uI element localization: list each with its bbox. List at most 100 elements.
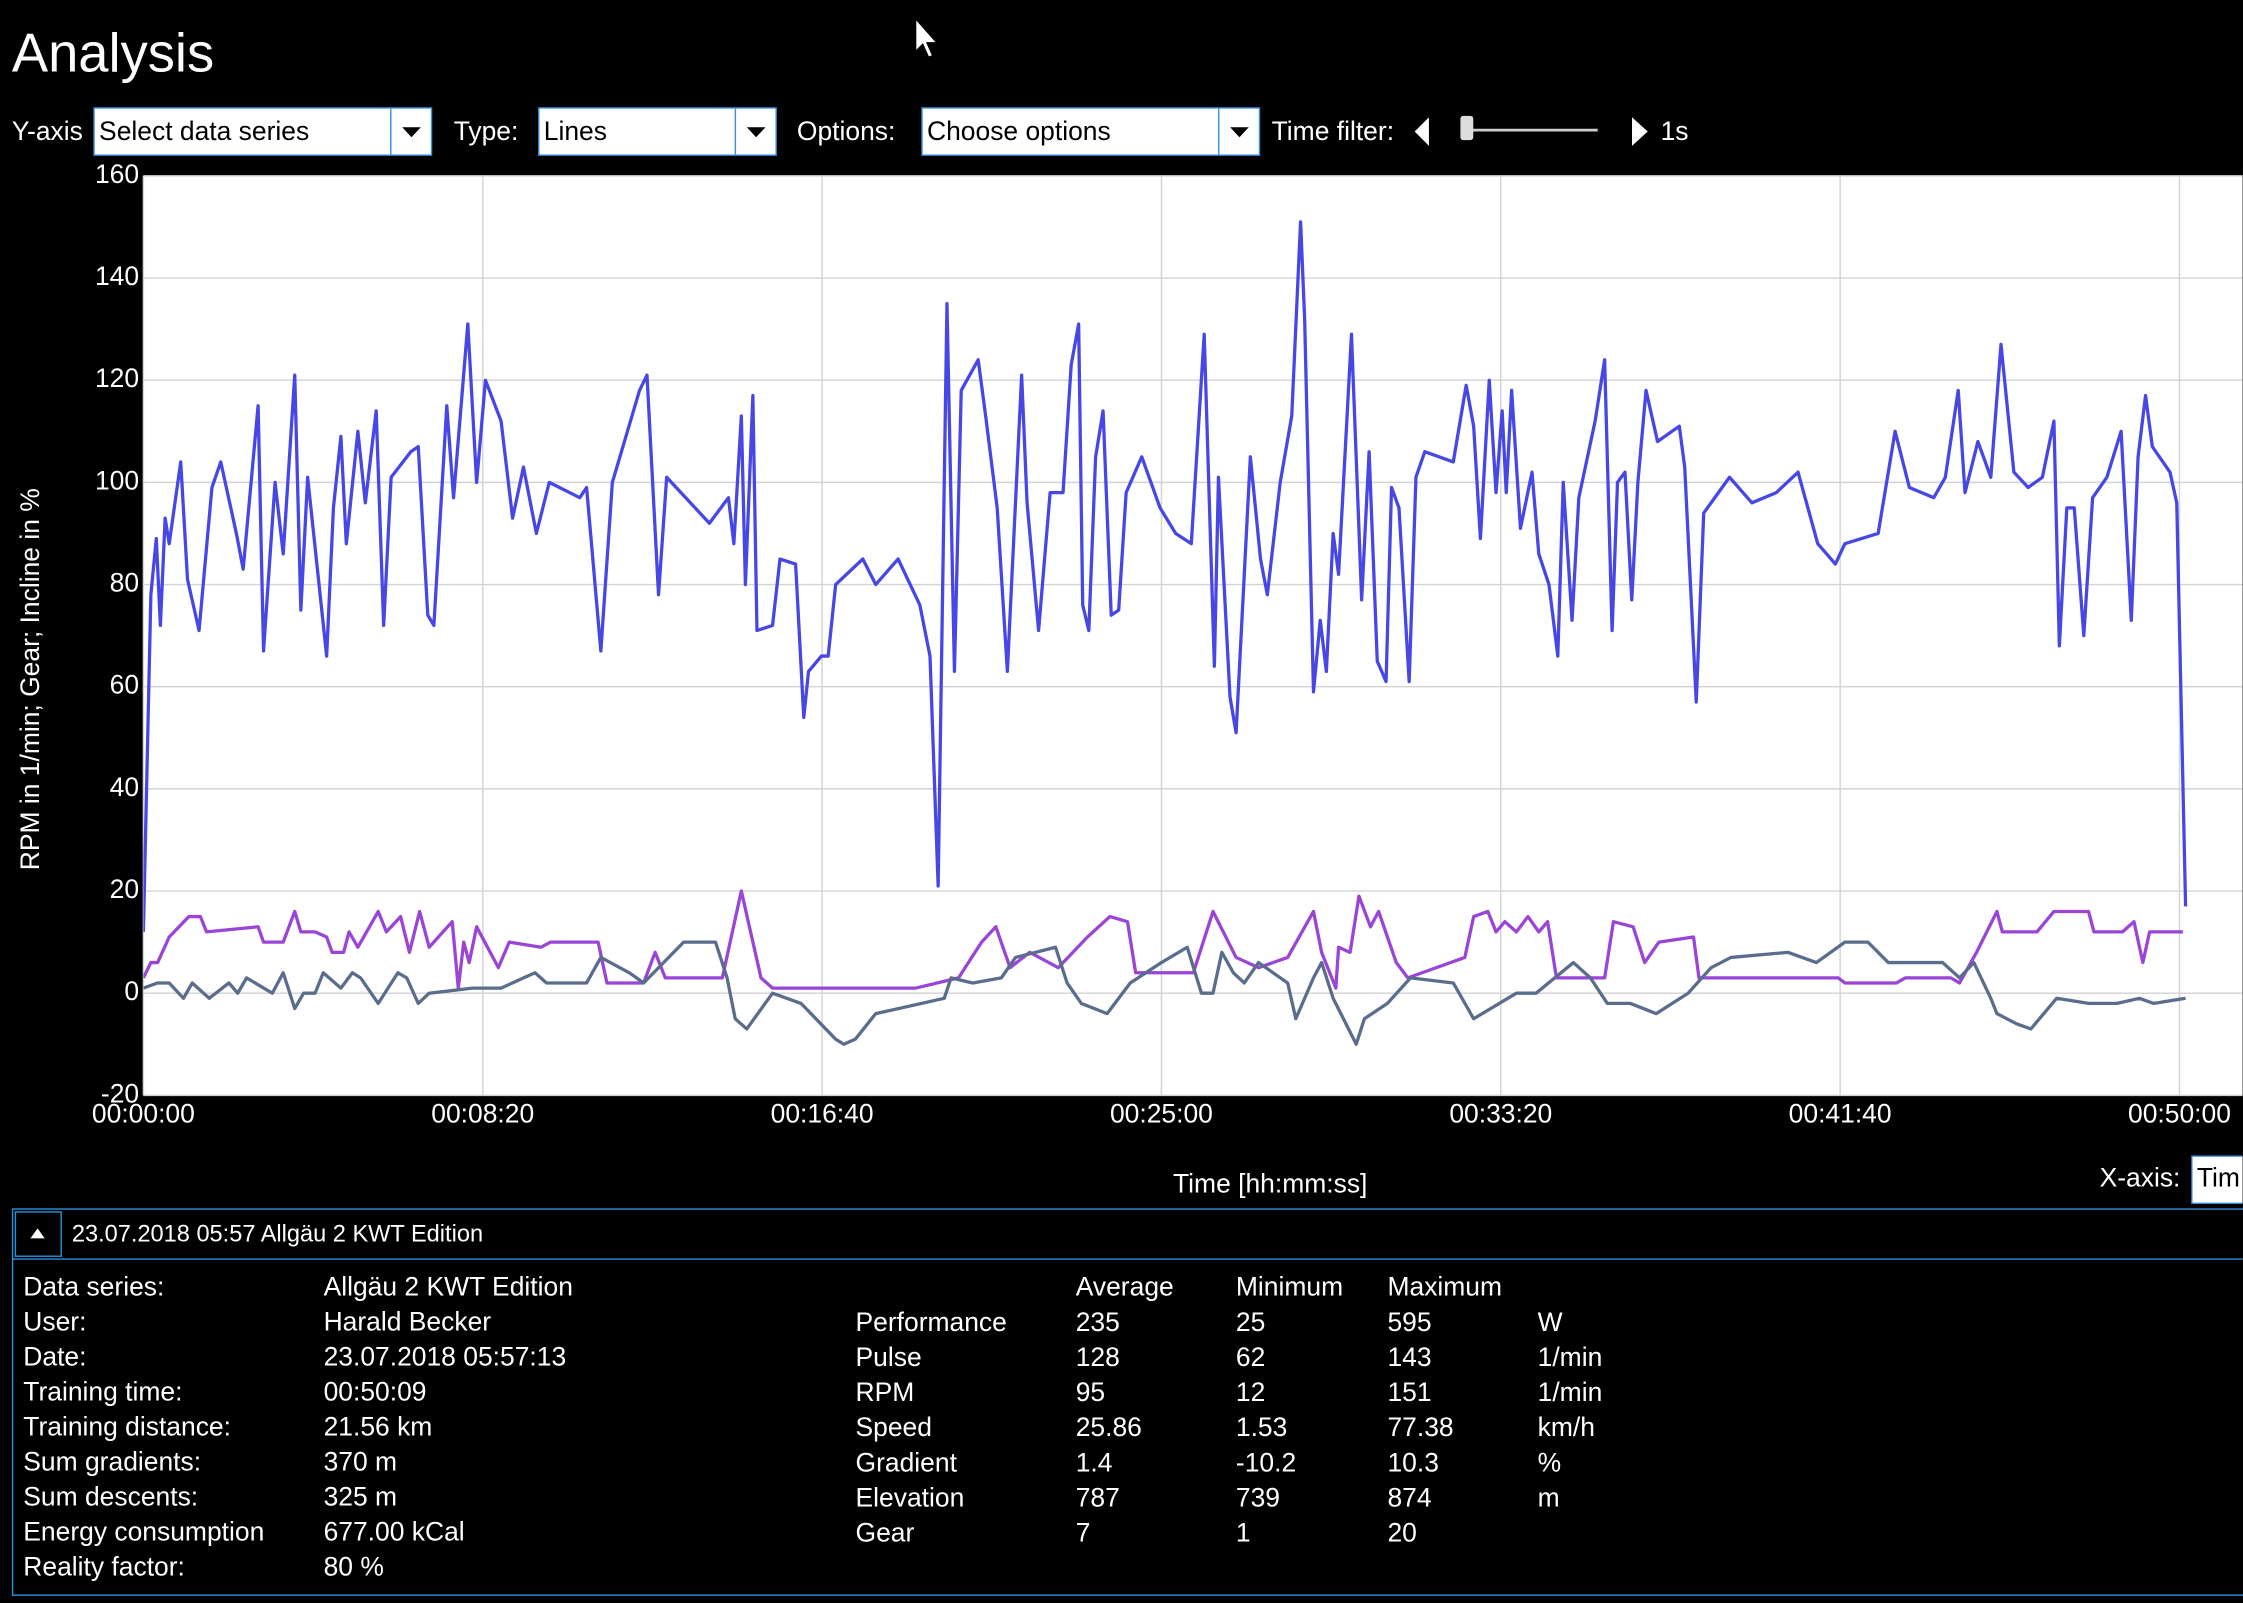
options-combo-text: Choose options (927, 116, 1111, 146)
y-axis-label: Y-axis (12, 116, 83, 146)
stats-cell: Gradient (856, 1447, 958, 1477)
info-label: Energy consumption (23, 1517, 264, 1547)
x-tick-label: 00:08:20 (431, 1098, 534, 1128)
stats-cell: 128 (1076, 1342, 1120, 1372)
y-axis-combo-text: Select data series (99, 116, 309, 146)
x-axis-combo-group: Tim (2191, 1155, 2243, 1205)
y-axis-combo[interactable] (93, 107, 433, 156)
collapse-arrow (30, 1228, 45, 1239)
x-axis-selector-label: X-axis: (2100, 1163, 2181, 1193)
stats-cell: 62 (1236, 1342, 1265, 1372)
x-tick-label: 00:50:00 (2128, 1098, 2231, 1128)
y-tick-label: 140 (95, 261, 139, 291)
stats-cell: 10.3 (1387, 1447, 1438, 1477)
info-label: Data series: (23, 1271, 164, 1301)
time-filter-value: 1s (1661, 116, 1689, 146)
series-line (143, 889, 2183, 990)
stats-cell: 235 (1076, 1307, 1120, 1337)
info-value: Allgäu 2 KWT Edition (324, 1271, 573, 1301)
stats-cell: 874 (1387, 1482, 1431, 1512)
stats-cell: 1.4 (1076, 1447, 1113, 1477)
x-tick-label: 00:41:40 (1789, 1098, 1892, 1128)
info-label: Training distance: (23, 1412, 231, 1442)
info-value: 23.07.2018 05:57:13 (324, 1341, 567, 1371)
info-label: Reality factor: (23, 1552, 185, 1582)
stats-cell: 1 (1236, 1517, 1251, 1547)
details-panel (11, 1208, 2243, 1596)
combo-arrow[interactable] (402, 127, 421, 138)
stats-cell: 77.38 (1387, 1412, 1453, 1442)
combo-arrow[interactable] (1230, 127, 1249, 138)
y-tick-label: 160 (95, 159, 139, 189)
y-tick-label: 100 (95, 465, 139, 495)
stats-header: Maximum (1387, 1271, 1502, 1301)
x-axis-combo-text: Tim (2197, 1163, 2240, 1193)
stats-cell: 787 (1076, 1482, 1120, 1512)
page-title: Analysis (12, 23, 214, 84)
stats-cell: Performance (856, 1307, 1007, 1337)
info-value: 21.56 km (324, 1412, 433, 1442)
y-tick-label: 80 (110, 568, 139, 598)
slider-left[interactable] (1414, 117, 1429, 146)
stats-cell: 7 (1076, 1517, 1091, 1547)
info-label: Sum gradients: (23, 1447, 201, 1477)
stats-cell: 95 (1076, 1377, 1105, 1407)
plot-area (143, 175, 2243, 1096)
time-filter-label: Time filter: (1272, 116, 1394, 146)
info-value: 677.00 kCal (324, 1517, 465, 1547)
y-axis-title: RPM in 1/min; Gear; Incline in % (15, 488, 45, 870)
stats-cell: Elevation (856, 1482, 965, 1512)
info-label: Sum descents: (23, 1482, 198, 1512)
type-combo-text: Lines (544, 116, 607, 146)
cursor (914, 16, 939, 59)
info-value: 80 % (324, 1552, 384, 1582)
stats-cell: RPM (856, 1377, 915, 1407)
chart: -20 0 20 40 60 80 100 120 140 160 00:00:00 00:08:20… (92, 159, 2243, 1128)
stats-cell: 1/min (1538, 1377, 1603, 1407)
x-tick-label: 00:00:00 (92, 1098, 195, 1128)
info-label: User: (23, 1306, 86, 1336)
stats-cell: % (1538, 1447, 1562, 1477)
x-axis-combo[interactable] (2191, 1155, 2243, 1205)
options-label: Options: (797, 116, 895, 146)
y-tick-label: 20 (110, 874, 139, 904)
y-tick-label: -20 (101, 1078, 139, 1108)
series-line (143, 940, 2186, 1046)
stats-cell: 12 (1236, 1377, 1265, 1407)
stats-cell: 25 (1236, 1307, 1265, 1337)
stats-cell: -10.2 (1236, 1447, 1296, 1477)
stats-cell: W (1538, 1307, 1563, 1337)
info-value: 370 m (324, 1447, 397, 1477)
stats-cell: 143 (1387, 1342, 1431, 1372)
x-tick-label: 00:25:00 (1110, 1098, 1213, 1128)
slider-right[interactable] (1632, 117, 1648, 146)
info-value: 00:50:09 (324, 1376, 427, 1406)
stats-cell: 739 (1236, 1482, 1280, 1512)
stats-cell: Pulse (856, 1342, 922, 1372)
y-tick-label: 40 (110, 772, 139, 802)
stats-cell: 1/min (1538, 1342, 1603, 1372)
y-tick-label: 60 (110, 670, 139, 700)
stats-cell: m (1538, 1482, 1560, 1512)
options-combo[interactable] (921, 107, 1261, 156)
stats-cell: 20 (1387, 1517, 1416, 1547)
combo-arrow[interactable] (746, 127, 766, 138)
stats-cell: 595 (1387, 1307, 1431, 1337)
info-label: Training time: (23, 1376, 182, 1406)
type-combo[interactable] (538, 107, 777, 156)
panel-title: 23.07.2018 05:57 Allgäu 2 KWT Edition (72, 1221, 483, 1247)
slider-thumb[interactable] (1460, 115, 1474, 141)
stats-cell: 25.86 (1076, 1412, 1142, 1442)
x-tick-label: 00:33:20 (1449, 1098, 1552, 1128)
stats-cell: km/h (1538, 1412, 1595, 1442)
type-label: Type: (454, 116, 519, 146)
panel-content: Data series: Allgäu 2 KWT Edition User: Har… (23, 1271, 1602, 1581)
stats-header: Average (1076, 1271, 1174, 1301)
series-line (143, 220, 2188, 932)
stats-cell: 151 (1387, 1377, 1431, 1407)
x-tick-label: 00:16:40 (771, 1098, 874, 1128)
info-value: 325 m (324, 1482, 397, 1512)
stats-header: Minimum (1236, 1271, 1343, 1301)
